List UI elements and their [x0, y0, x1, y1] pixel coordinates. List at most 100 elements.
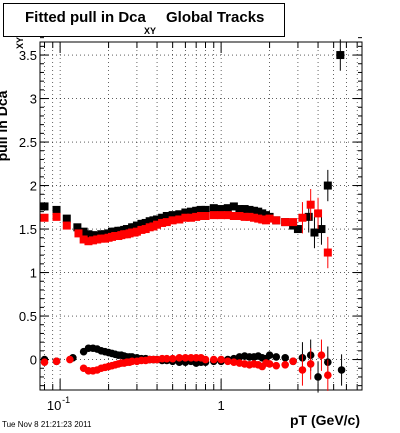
data-point-circle: [201, 355, 210, 364]
data-point-square: [209, 204, 218, 213]
data-point-square: [52, 205, 61, 214]
data-point-square: [197, 212, 205, 220]
data-point-square: [192, 212, 201, 221]
data-point-circle: [168, 354, 177, 363]
data-point-square: [304, 212, 313, 221]
data-point-square: [132, 227, 141, 236]
data-point-square: [79, 227, 88, 236]
data-point-circle: [298, 366, 307, 374]
data-point-square: [175, 215, 184, 224]
data-point-square: [336, 51, 345, 60]
data-point-square: [265, 214, 274, 223]
data-point-circle: [181, 354, 190, 362]
data-point-circle: [265, 351, 274, 360]
data-point-square: [162, 218, 171, 227]
data-point-square: [240, 212, 249, 221]
y-tick-label: 1.5: [19, 222, 37, 237]
data-point-square: [229, 212, 238, 220]
data-point-circle: [209, 355, 218, 364]
data-point-circle: [272, 353, 281, 361]
x-tick-label: 1: [217, 398, 224, 413]
data-point-square: [137, 219, 146, 228]
data-point-square: [84, 237, 93, 246]
data-point-square: [168, 216, 177, 225]
data-point-square: [293, 225, 302, 234]
data-point-square: [153, 215, 162, 224]
data-point-square: [201, 205, 210, 214]
title-box: Fitted pull in Dca XY Global Tracks: [3, 3, 285, 37]
data-point-square: [323, 181, 332, 190]
data-point-square: [235, 205, 244, 214]
y-tick-label: 3: [30, 92, 37, 107]
data-point-square: [162, 212, 171, 220]
data-point-square: [209, 211, 218, 220]
data-point-square: [153, 220, 162, 229]
data-point-square: [245, 205, 254, 214]
data-point-circle: [324, 371, 332, 380]
x-axis-label: pT (GeV/c): [290, 412, 361, 428]
data-point-square: [289, 218, 298, 227]
y-tick-label: 2: [30, 179, 37, 194]
data-point-circle: [317, 351, 326, 360]
data-point-square: [235, 212, 244, 220]
data-point-square: [217, 205, 226, 214]
data-point-circle: [40, 358, 49, 366]
data-point-square: [88, 236, 97, 245]
data-point-square: [240, 205, 249, 214]
data-point-circle: [281, 354, 289, 362]
x-tick-label: 10: [47, 398, 61, 413]
data-point-circle: [223, 357, 232, 366]
chart-title: Fitted pull in Dca: [25, 9, 146, 26]
data-point-square: [192, 206, 201, 215]
data-point-square: [181, 208, 190, 217]
data-point-square: [197, 205, 205, 214]
data-point-square: [62, 221, 71, 230]
data-point-circle: [337, 366, 346, 374]
data-point-square: [73, 223, 82, 232]
data-point-square: [137, 225, 146, 234]
data-point-circle: [272, 361, 281, 370]
data-point-square: [158, 213, 167, 222]
data-point-square: [249, 213, 258, 222]
data-point-circle: [306, 360, 315, 368]
data-point-circle: [289, 357, 297, 366]
y-tick-label: 0: [30, 353, 37, 368]
chart-title-subscript: XY: [144, 26, 157, 36]
data-point-square: [223, 204, 232, 213]
data-point-circle: [314, 373, 322, 381]
data-point-square: [306, 200, 315, 209]
data-point-square: [229, 202, 238, 211]
data-point-square: [245, 212, 254, 221]
data-point-square: [186, 213, 195, 222]
data-point-square: [40, 213, 49, 222]
data-point-square: [84, 230, 93, 239]
data-point-square: [74, 229, 83, 238]
data-point-square: [298, 213, 307, 222]
data-point-square: [62, 214, 71, 223]
data-point-circle: [281, 360, 289, 369]
data-point-circle: [230, 358, 238, 366]
data-point-square: [168, 211, 177, 220]
y-tick-label: 3.5: [19, 48, 37, 63]
data-point-square: [201, 212, 210, 220]
x-tick-label-exponent: -1: [62, 395, 70, 405]
data-point-square: [317, 225, 326, 234]
timestamp: Tue Nov 8 21:21:23 2011: [2, 420, 92, 429]
y-tick-label: 1: [30, 266, 37, 281]
data-point-square: [181, 213, 190, 222]
data-point-square: [272, 216, 281, 225]
data-point-circle: [163, 354, 171, 363]
data-point-circle: [66, 355, 74, 364]
plot-frame: [39, 41, 363, 391]
y-tick-label: 2.5: [19, 135, 37, 150]
data-point-circle: [265, 360, 274, 368]
data-point-square: [249, 206, 258, 215]
data-point-square: [79, 235, 88, 244]
data-point-square: [88, 231, 97, 240]
data-point-square: [40, 202, 49, 211]
data-point-circle: [52, 357, 61, 366]
data-point-square: [314, 209, 323, 218]
data-point-square: [52, 212, 61, 221]
data-point-square: [310, 228, 319, 237]
